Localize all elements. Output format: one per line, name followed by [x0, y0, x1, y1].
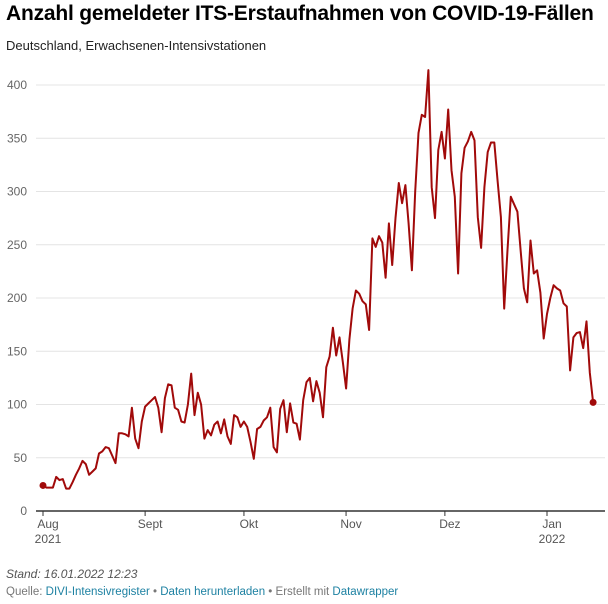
x-tick-label: Okt [240, 517, 259, 531]
series-line [42, 69, 595, 490]
x-tick-year-label: 2022 [539, 532, 566, 546]
end-point-marker [589, 398, 597, 406]
download-data-link[interactable]: Daten herunterladen [160, 586, 266, 598]
y-tick-label: 100 [7, 398, 27, 412]
created-with-text: • Erstellt mit [265, 586, 333, 598]
y-tick-label: 350 [7, 131, 27, 145]
x-tick-year-label: 2021 [35, 532, 62, 546]
x-tick-label: Dez [439, 517, 460, 531]
y-tick-label: 300 [7, 185, 27, 199]
stand-timestamp: Stand: 16.01.2022 12:23 [6, 567, 138, 581]
source-link[interactable]: DIVI-Intensivregister [45, 586, 150, 598]
source-line: Quelle: DIVI-Intensivregister • Daten he… [6, 586, 398, 598]
y-tick-label: 0 [20, 504, 27, 518]
x-tick-label: Aug [37, 517, 58, 531]
x-tick-label: Sept [138, 517, 163, 531]
y-tick-label: 150 [7, 344, 27, 358]
y-tick-label: 200 [7, 291, 27, 305]
chart-subtitle: Deutschland, Erwachsenen-Intensivstation… [6, 38, 267, 53]
source-prefix: Quelle: [6, 586, 46, 598]
x-tick-label: Jan [542, 517, 561, 531]
separator: • [149, 586, 161, 598]
y-tick-label: 250 [7, 238, 27, 252]
datawrapper-link[interactable]: Datawrapper [332, 586, 399, 598]
start-point-marker [39, 481, 47, 489]
x-tick-label: Nov [340, 517, 361, 531]
y-tick-label: 50 [14, 451, 28, 465]
y-tick-label: 400 [7, 78, 27, 92]
chart-title: Anzahl gemeldeter ITS-Erstaufnahmen von … [6, 2, 594, 25]
